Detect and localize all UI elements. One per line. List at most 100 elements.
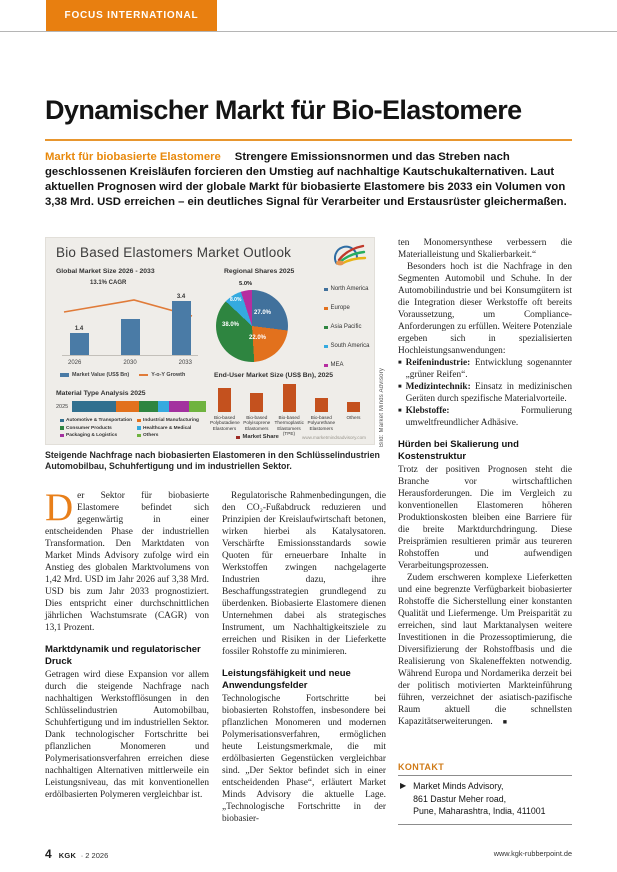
regional-pie: 27.0% 22.0% 38.0% 8.0% bbox=[216, 290, 288, 362]
bullet-term: Medizintechnik: bbox=[405, 382, 471, 392]
drop-cap: D bbox=[45, 486, 74, 529]
enduser-category-labels: Bio-based Polybutadiene Elastomers Bio-b… bbox=[210, 415, 368, 437]
enduser-chart-title: End-User Market Size (US$ Bn), 2025 bbox=[214, 372, 333, 379]
legend-label: Automotive & Transportation bbox=[66, 418, 133, 423]
market-minds-logo-icon bbox=[334, 244, 367, 266]
legend-swatch bbox=[60, 433, 64, 438]
legend-label: Industrial Manufacturing bbox=[143, 418, 199, 423]
enduser-bar bbox=[314, 397, 328, 412]
lead-text: Strengere Emissionsnormen und das Strebe… bbox=[45, 151, 567, 208]
section-banner-label: FOCUS INTERNATIONAL bbox=[64, 10, 199, 21]
bullet-icon: ■ bbox=[398, 408, 402, 414]
material-segment bbox=[157, 401, 169, 412]
bar-cell bbox=[113, 292, 147, 355]
subheading: Marktdynamik und regulatorischer Druck bbox=[45, 644, 201, 667]
paragraph: Regulatorische Rahmenbedingungen, die de… bbox=[222, 491, 386, 657]
issue-label: · 2 2026 bbox=[80, 851, 109, 860]
legend-swatch bbox=[324, 287, 328, 291]
gms-bar bbox=[171, 301, 191, 355]
infographic: Bio Based Elastomers Market Outlook Glob… bbox=[45, 237, 375, 445]
legend-label: Market Share bbox=[242, 434, 279, 440]
paragraph: ten Monomersynthese verbessern die Mater… bbox=[398, 238, 572, 260]
material-segment bbox=[168, 401, 189, 412]
material-chart-title: Material Type Analysis 2025 bbox=[56, 390, 146, 397]
material-segment bbox=[139, 401, 158, 412]
header-rule bbox=[0, 31, 617, 32]
x-tick: 2030 bbox=[123, 360, 137, 366]
global-market-chart: 13.1% CAGR 1.4 3.4 bbox=[56, 278, 204, 356]
enduser-category: Others bbox=[346, 415, 361, 420]
legend-swatch bbox=[324, 363, 328, 367]
list-item: ■ Reifenindustrie: Entwicklung sogenannt… bbox=[398, 357, 572, 381]
enduser-legend: Market Share bbox=[236, 434, 279, 440]
bar-cell: 3.4 bbox=[164, 292, 198, 355]
text-column-3: ten Monomersynthese verbessern die Mater… bbox=[398, 237, 572, 728]
bullet-desc: Entwicklung sogenannter „grüner Reifen“. bbox=[405, 358, 572, 380]
contact-line: 861 Dastur Meher road, bbox=[413, 793, 507, 804]
magazine-name: KGK bbox=[58, 851, 77, 860]
legend-swatch bbox=[137, 418, 141, 422]
enduser-bar bbox=[347, 401, 360, 412]
enduser-category: Bio-based Polyurethane Elastomers bbox=[307, 415, 336, 431]
legend-label: Y-o-Y Growth bbox=[151, 372, 186, 378]
contact-heading: KONTAKT bbox=[398, 762, 572, 776]
paragraph: Technologische Fortschritte bei biobasie… bbox=[222, 694, 386, 824]
paragraph: Trotz der positiven Prognosen steht die … bbox=[398, 465, 572, 571]
legend-label: MEA bbox=[330, 362, 344, 368]
enduser-chart bbox=[210, 382, 368, 412]
legend-swatch bbox=[137, 426, 141, 430]
material-segment bbox=[116, 401, 140, 412]
x-tick: 2033 bbox=[178, 360, 192, 366]
contact-address: Market Minds Advisory, 861 Dastur Meher … bbox=[413, 780, 545, 818]
bullet-icon: ■ bbox=[398, 384, 402, 390]
legend-label: Europe bbox=[330, 305, 350, 311]
figure-caption: Steigende Nachfrage nach biobasierten El… bbox=[45, 450, 380, 471]
page-title: Dynamischer Markt für Bio-Elastomere bbox=[45, 95, 522, 125]
lead-paragraph: Markt für biobasierte Elastomere Strenger… bbox=[45, 150, 574, 210]
legend-label: Healthcare & Medical bbox=[143, 425, 192, 431]
legend-label: Asia Pacific bbox=[330, 324, 362, 330]
arrow-icon: ▶ bbox=[400, 781, 407, 790]
material-row-label: 2025 bbox=[56, 403, 69, 410]
pie-label-mea: 5.0% bbox=[239, 281, 253, 287]
gms-bar bbox=[120, 318, 140, 355]
legend-label: North America bbox=[330, 286, 369, 292]
enduser-bar bbox=[250, 392, 264, 412]
legend-label: Consumer Products bbox=[66, 425, 112, 431]
legend-swatch bbox=[236, 435, 240, 439]
bar-cell: 1.4 bbox=[62, 292, 96, 355]
paragraph-text: er Sektor für biobasierte Elastomere bef… bbox=[45, 491, 209, 633]
legend-swatch-bar bbox=[60, 373, 69, 377]
page-number: 4 bbox=[45, 847, 52, 861]
bullet-term: Reifenindustrie: bbox=[405, 358, 471, 368]
legend-swatch-line bbox=[139, 374, 149, 376]
material-segment bbox=[72, 401, 117, 412]
material-legend: Automotive & Transportation Industrial M… bbox=[60, 418, 210, 439]
infographic-title: Bio Based Elastomers Market Outlook bbox=[56, 245, 292, 260]
title-rule bbox=[45, 139, 572, 141]
subheading: Leistungsfähigkeit und neue Anwendungsfe… bbox=[222, 668, 351, 691]
gms-bar bbox=[69, 332, 89, 355]
bullet-icon: ■ bbox=[398, 360, 402, 366]
paragraph: Besonders hoch ist die Nachfrage in den … bbox=[398, 262, 572, 356]
x-axis-labels: 2026 2030 2033 bbox=[56, 360, 204, 366]
legend-swatch bbox=[324, 325, 328, 329]
enduser-category: Bio-based Polybutadiene Elastomers bbox=[210, 415, 240, 431]
bar-value-label: 3.4 bbox=[176, 294, 186, 301]
text-column-2: Regulatorische Rahmenbedingungen, die de… bbox=[222, 490, 386, 825]
cagr-annotation: 13.1% CAGR bbox=[90, 280, 127, 286]
legend-swatch bbox=[60, 426, 64, 430]
material-segment bbox=[188, 401, 206, 412]
enduser-category: Bio-based Polyisoprene Elastomers bbox=[243, 415, 271, 431]
bullet-list: ■ Reifenindustrie: Entwicklung sogenannt… bbox=[398, 357, 572, 429]
image-credit: Bild: Market Minds Advisory bbox=[379, 367, 385, 447]
legend-swatch bbox=[324, 306, 328, 310]
footer-left: 4 KGK · 2 2026 bbox=[45, 845, 108, 863]
subheading: Hürden bei Skalierung und Kostenstruktur bbox=[398, 439, 519, 462]
paragraph: Zudem erschweren komplexe Lieferketten u… bbox=[398, 572, 572, 728]
pie-label-europe: 22.0% bbox=[249, 335, 267, 341]
legend-label: Others bbox=[143, 433, 159, 439]
